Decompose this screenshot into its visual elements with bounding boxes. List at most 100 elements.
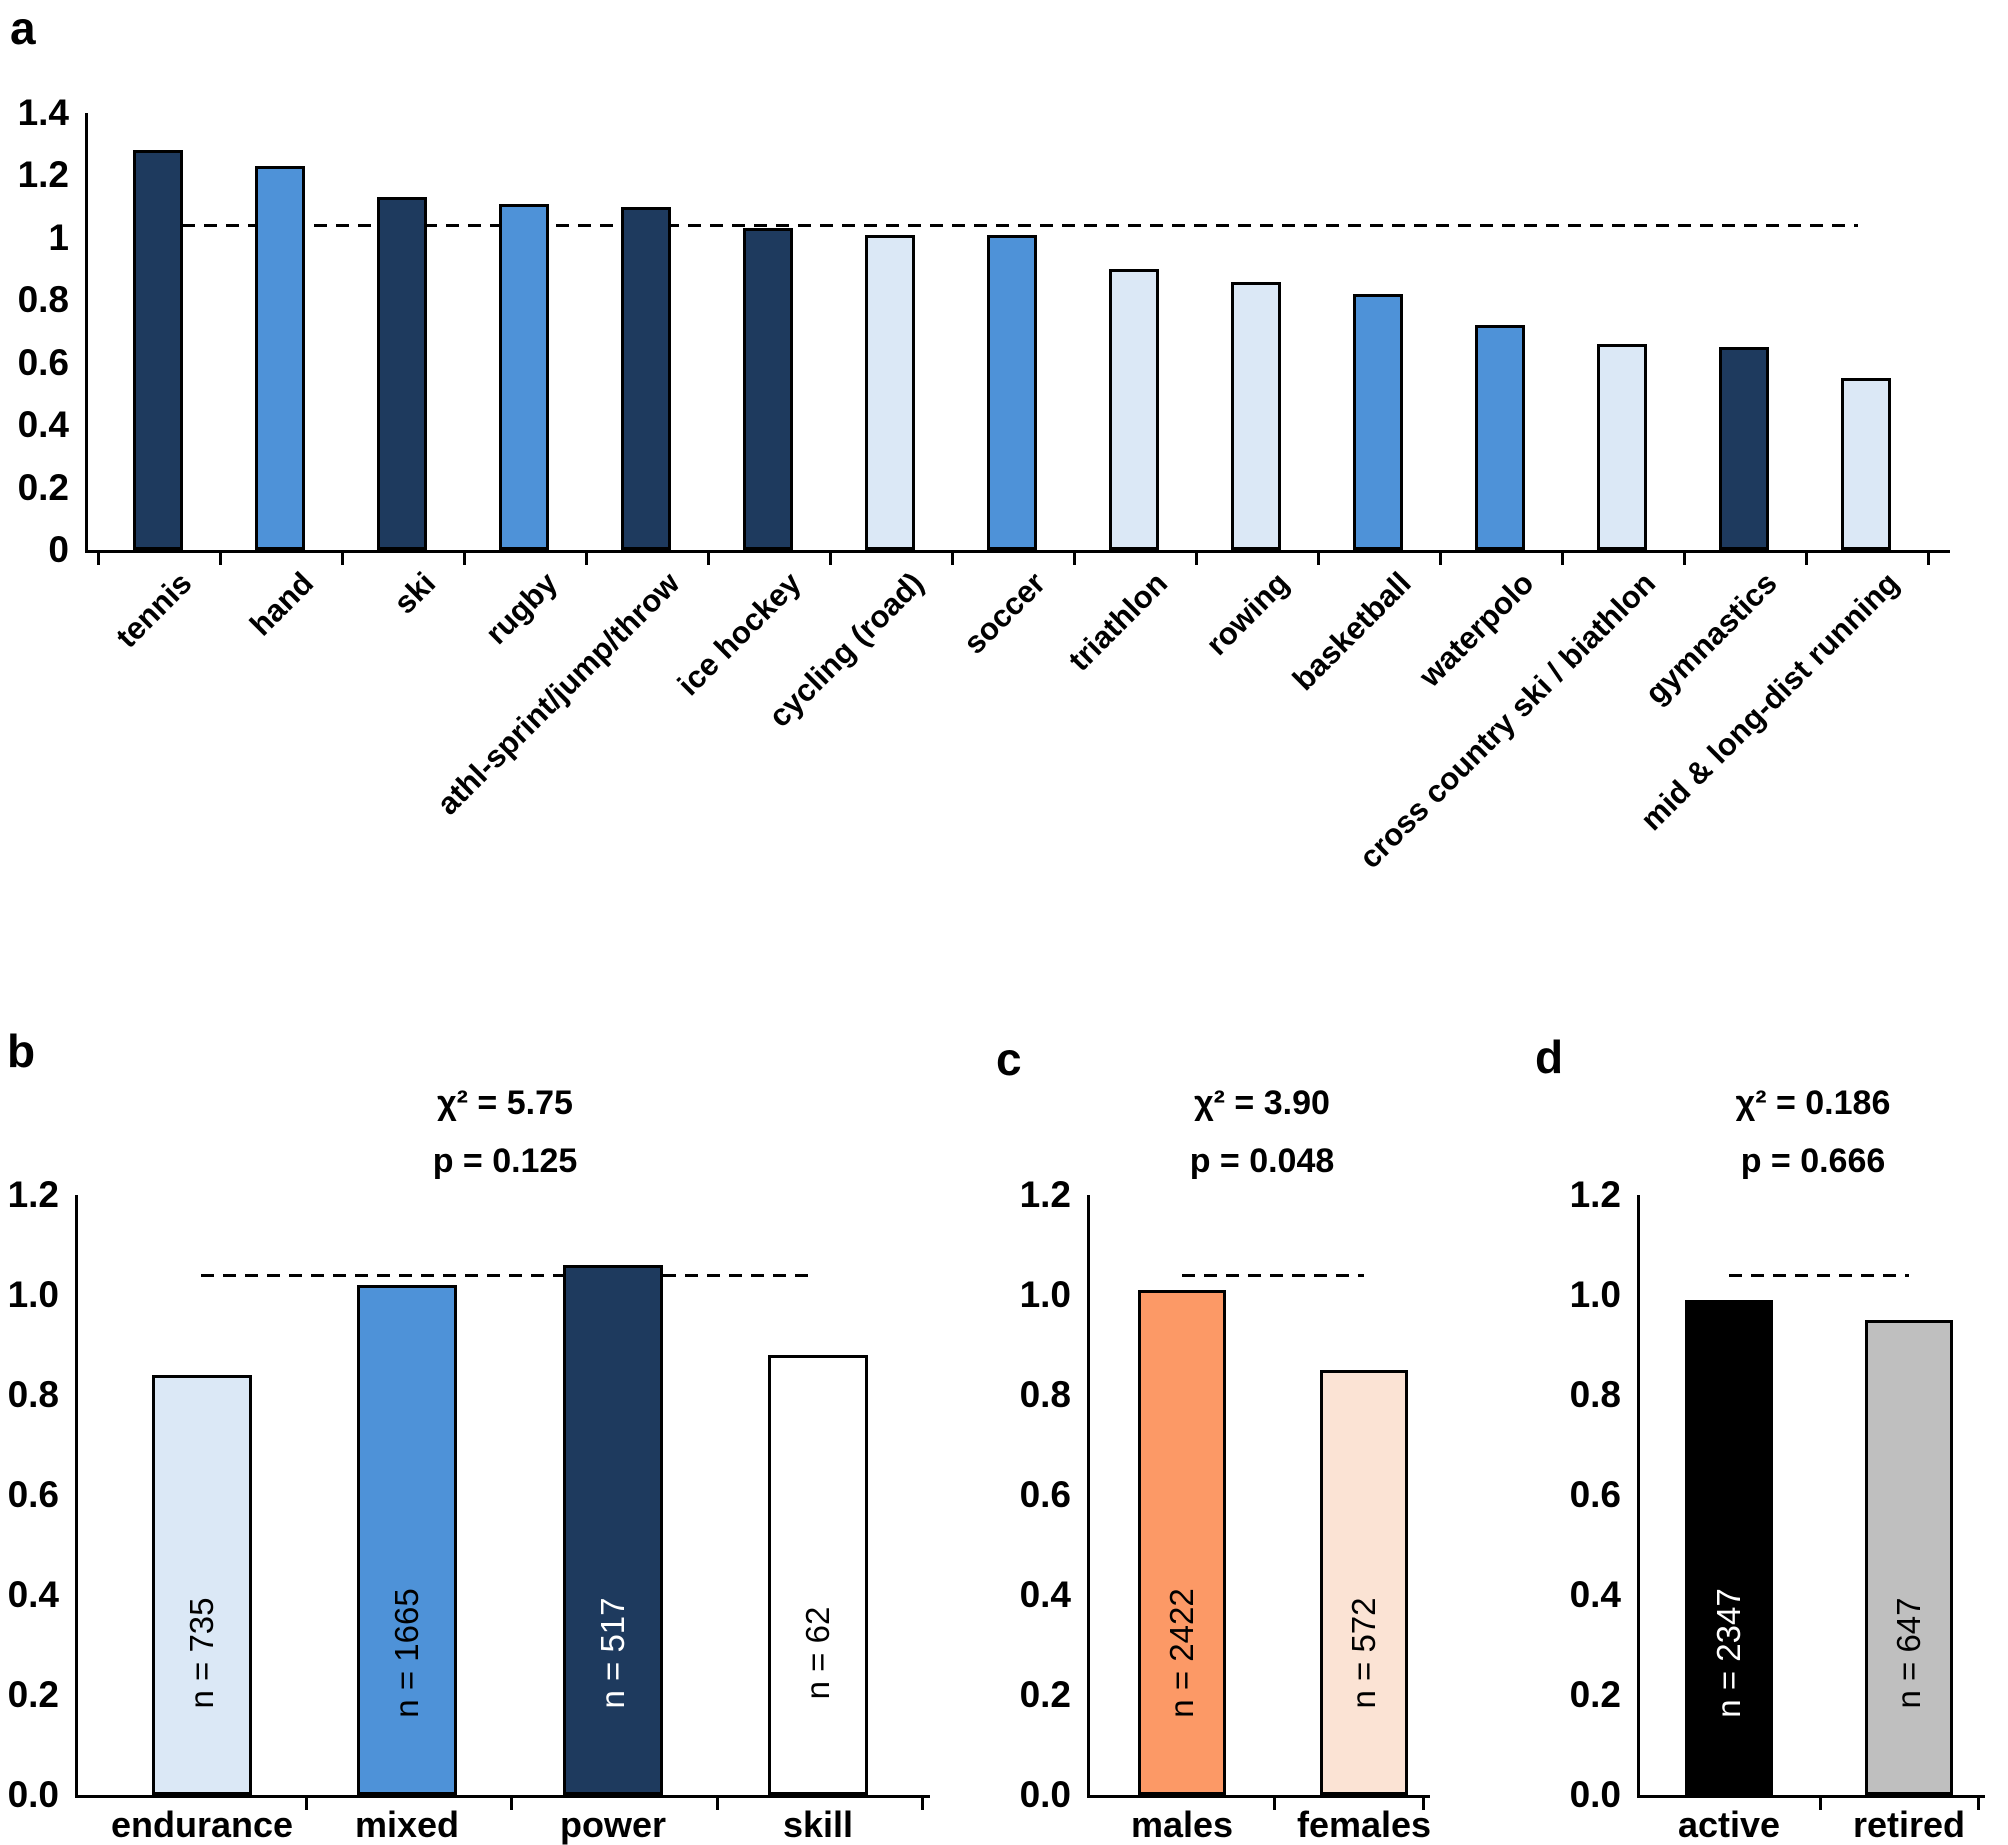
bar-triathlon [1109, 269, 1159, 550]
x-axis-line-b [75, 1795, 930, 1798]
n-count-label-females: n = 572 [1345, 1597, 1382, 1709]
reference-dashed-line-d [1729, 1274, 1909, 1277]
bar-rowing [1231, 281, 1281, 550]
x-tick-mark-c-1 [1422, 1798, 1425, 1810]
bar-cycling-road [865, 234, 915, 550]
panel-d-pvalue: p = 0.666 [1740, 1142, 1886, 1180]
category-label-athl-sprint-jump-throw: athl-sprint/jump/throw [429, 565, 687, 822]
x-tick-mark-d-1 [1977, 1798, 1980, 1810]
bar-ice-hockey [743, 228, 793, 550]
y-tick-label-b-1-0: 1.0 [7, 1274, 59, 1315]
y-tick-label-b-0-6: 0.6 [7, 1474, 59, 1515]
reference-dashed-line-a [138, 224, 1858, 228]
x-tick-mark-a-13 [1683, 553, 1686, 565]
x-axis-line-d [1637, 1795, 1985, 1798]
bar-females [1320, 1370, 1408, 1795]
y-axis-line-d [1637, 1195, 1640, 1798]
bar-active [1685, 1300, 1773, 1795]
bar-skill [768, 1355, 868, 1795]
panel-a-letter: a [10, 2, 36, 54]
category-label-skill: skill [782, 1804, 854, 1845]
n-count-label-endurance: n = 735 [183, 1597, 220, 1709]
x-axis-line-c [1087, 1795, 1430, 1798]
y-axis-line-a [85, 113, 88, 553]
panel-c-pvalue: p = 0.048 [1189, 1142, 1335, 1180]
n-count-label-skill: n = 62 [799, 1606, 836, 1700]
panel-c-letter: c [996, 1033, 1022, 1085]
bar-mixed [357, 1285, 457, 1795]
category-label-rugby: rugby [478, 565, 565, 651]
category-label-mid-long-dist-running: mid & long-dist running [1634, 565, 1907, 838]
x-tick-mark-a-8 [1073, 553, 1076, 565]
n-count-label-retired: n = 647 [1890, 1597, 1927, 1709]
x-tick-mark-a-7 [951, 553, 954, 565]
y-tick-label-c-1-0: 1.0 [1019, 1274, 1071, 1315]
category-label-triathlon: triathlon [1061, 565, 1175, 678]
x-tick-mark-a-15 [1927, 553, 1930, 565]
x-axis-line-a [85, 550, 1950, 553]
y-tick-label-a-0-6: 0.6 [17, 341, 69, 383]
y-tick-label-c-1-2: 1.2 [1019, 1174, 1071, 1215]
y-tick-label-a-0-2: 0.2 [17, 466, 69, 508]
x-tick-mark-a-9 [1195, 553, 1198, 565]
panel-a-plot: 1.4 1.2 1 0.8 0.6 0.4 0.2 0 tennis hand ski rugby at… [18, 92, 1950, 875]
panel-b-chi2: χ² = 5.75 [437, 1084, 573, 1122]
bar-mid-long-dist-running [1841, 378, 1891, 550]
x-tick-mark-b-1 [510, 1798, 513, 1810]
y-axis-line-c [1087, 1195, 1090, 1798]
panel-d-plot: 1.2 1.0 0.8 0.6 0.4 0.2 0.0 active n = 2347 retir… [1570, 1174, 1985, 1843]
y-tick-label-a-0: 0 [48, 529, 69, 570]
bar-power [563, 1265, 663, 1795]
bar-rugby [499, 203, 549, 550]
n-count-label-males: n = 2422 [1163, 1588, 1200, 1718]
y-tick-label-d-0-4: 0.4 [1569, 1574, 1621, 1615]
x-tick-mark-a-4 [585, 553, 588, 565]
x-tick-mark-a-0 [97, 553, 100, 565]
y-tick-label-a-1-2: 1.2 [17, 154, 69, 196]
x-tick-mark-b-3 [921, 1798, 924, 1810]
bar-cross-country-ski-biathlon [1597, 343, 1647, 550]
y-tick-label-c-0-0: 0.0 [1019, 1774, 1071, 1815]
bar-retired [1865, 1320, 1953, 1795]
bar-tennis [133, 150, 183, 550]
y-tick-label-d-1-2: 1.2 [1569, 1174, 1621, 1215]
panel-c-chi2: χ² = 3.90 [1194, 1084, 1330, 1122]
bar-endurance [152, 1375, 252, 1795]
category-label-tennis: tennis [108, 565, 199, 655]
panel-d-stats: χ² = 0.186 p = 0.666 [1573, 1074, 2008, 1190]
category-label-females: females [1296, 1804, 1432, 1845]
x-tick-mark-a-14 [1805, 553, 1808, 565]
y-tick-label-d-0-0: 0.0 [1569, 1774, 1621, 1815]
bar-waterpolo [1475, 325, 1525, 550]
n-count-label-mixed: n = 1665 [388, 1588, 425, 1718]
category-label-hand: hand [242, 565, 321, 643]
x-tick-mark-a-5 [707, 553, 710, 565]
x-tick-mark-c-0 [1273, 1798, 1276, 1810]
y-tick-label-a-0-4: 0.4 [17, 404, 69, 446]
y-tick-label-d-0-2: 0.2 [1569, 1674, 1621, 1715]
n-count-label-power: n = 517 [594, 1597, 631, 1709]
y-tick-label-d-0-8: 0.8 [1569, 1374, 1621, 1415]
panel-b-pvalue: p = 0.125 [432, 1142, 578, 1180]
bar-athl-sprint-jump-throw [621, 206, 671, 550]
x-tick-mark-a-2 [341, 553, 344, 565]
x-tick-mark-a-1 [219, 553, 222, 565]
category-label-retired: retired [1852, 1804, 1966, 1845]
y-tick-label-d-1-0: 1.0 [1569, 1274, 1621, 1315]
x-tick-mark-a-11 [1439, 553, 1442, 565]
y-tick-label-c-0-2: 0.2 [1019, 1674, 1071, 1715]
bar-ski [377, 197, 427, 550]
panel-b-plot: 1.2 1.0 0.8 0.6 0.4 0.2 0.0 endurance n = 735 mix… [8, 1174, 930, 1843]
panel-d-chi2: χ² = 0.186 [1735, 1084, 1891, 1122]
x-tick-mark-a-6 [829, 553, 832, 565]
panel-d-letter: d [1535, 1031, 1564, 1083]
n-count-label-active: n = 2347 [1710, 1588, 1747, 1718]
y-tick-label-c-0-4: 0.4 [1019, 1574, 1071, 1615]
x-tick-mark-b-2 [715, 1798, 719, 1810]
y-tick-label-a-0-8: 0.8 [17, 279, 69, 321]
panel-c-stats: χ² = 3.90 p = 0.048 [1022, 1074, 1502, 1190]
panel-b-letter: b [7, 1025, 36, 1077]
y-tick-label-a-1: 1 [48, 216, 69, 258]
bar-males [1138, 1290, 1226, 1795]
